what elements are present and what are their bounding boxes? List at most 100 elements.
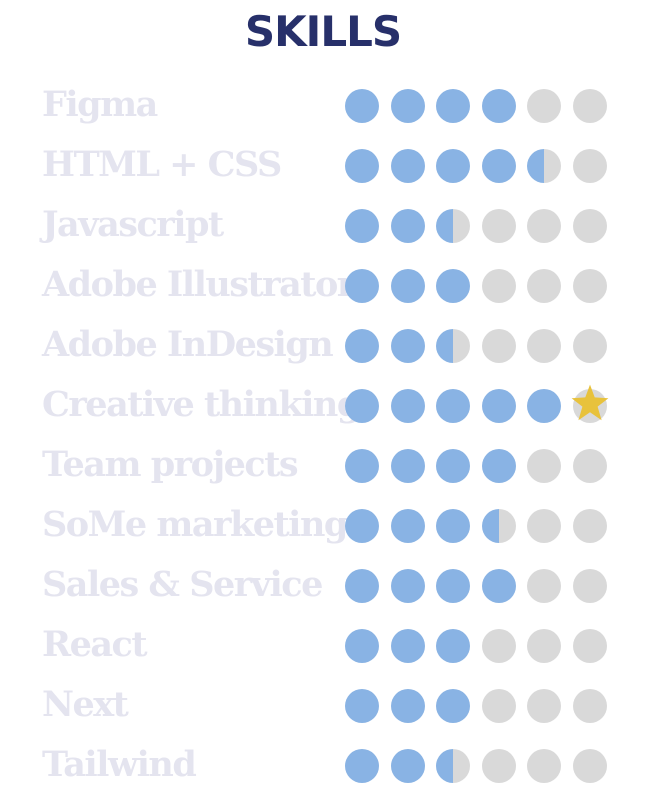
rating-dot-empty bbox=[573, 329, 607, 363]
skill-label: SoMe marketing bbox=[42, 504, 348, 545]
rating-dot-filled bbox=[391, 269, 425, 303]
skill-label: Sales & Service bbox=[42, 564, 323, 605]
rating-dot-empty bbox=[573, 149, 607, 183]
star-icon bbox=[571, 384, 609, 421]
skill-row: HTML + CSS bbox=[0, 135, 646, 195]
rating-dot-filled bbox=[482, 89, 516, 123]
skill-rating bbox=[345, 209, 607, 243]
skill-rating bbox=[345, 149, 607, 183]
rating-dot-empty bbox=[527, 689, 561, 723]
rating-dot-filled bbox=[391, 629, 425, 663]
skill-rating bbox=[345, 449, 607, 483]
rating-dot-filled bbox=[391, 749, 425, 783]
rating-dot-half bbox=[436, 329, 470, 363]
rating-dot-half bbox=[527, 149, 561, 183]
rating-dot-filled bbox=[391, 329, 425, 363]
rating-dot-filled bbox=[345, 629, 379, 663]
skill-rating bbox=[345, 689, 607, 723]
rating-dot-filled bbox=[391, 449, 425, 483]
rating-dot-empty bbox=[573, 209, 607, 243]
rating-dot-filled bbox=[482, 149, 516, 183]
rating-dot-filled bbox=[436, 569, 470, 603]
rating-dot-empty bbox=[573, 269, 607, 303]
rating-dot-filled bbox=[345, 689, 379, 723]
rating-dot-filled bbox=[345, 209, 379, 243]
skill-row: Sales & Service bbox=[0, 555, 646, 615]
skill-rating bbox=[345, 329, 607, 363]
rating-dot-half bbox=[482, 509, 516, 543]
rating-dot-filled bbox=[436, 689, 470, 723]
rating-dot-half bbox=[436, 749, 470, 783]
rating-dot-filled bbox=[391, 149, 425, 183]
page-title: SKILLS bbox=[244, 7, 402, 56]
rating-dot-filled bbox=[345, 269, 379, 303]
rating-dot-empty bbox=[527, 749, 561, 783]
skill-row: Next bbox=[0, 675, 646, 735]
rating-dot-filled bbox=[345, 389, 379, 423]
rating-dot-empty bbox=[482, 209, 516, 243]
rating-dot-filled bbox=[436, 509, 470, 543]
rating-dot-half bbox=[436, 209, 470, 243]
rating-dot-filled bbox=[345, 449, 379, 483]
rating-dot-filled bbox=[345, 89, 379, 123]
rating-dot-empty bbox=[573, 569, 607, 603]
rating-dot-filled bbox=[345, 509, 379, 543]
skills-list: Figma HTML + CSS Javascript Adobe Illust… bbox=[0, 75, 646, 795]
rating-dot-empty bbox=[527, 629, 561, 663]
rating-dot-filled bbox=[391, 89, 425, 123]
skill-label: Adobe Illustrator bbox=[42, 264, 355, 305]
skill-row: SoMe marketing bbox=[0, 495, 646, 555]
skill-rating bbox=[345, 384, 609, 423]
rating-dot-filled bbox=[436, 269, 470, 303]
skill-row: Adobe InDesign bbox=[0, 315, 646, 375]
skill-rating bbox=[345, 89, 607, 123]
rating-dot-empty bbox=[482, 629, 516, 663]
skill-row: Javascript bbox=[0, 195, 646, 255]
rating-dot-filled bbox=[345, 569, 379, 603]
rating-dot-empty bbox=[573, 509, 607, 543]
rating-dot-empty bbox=[527, 449, 561, 483]
rating-dot-filled bbox=[391, 689, 425, 723]
rating-dot-empty bbox=[527, 569, 561, 603]
skill-rating bbox=[345, 509, 607, 543]
rating-dot-filled bbox=[436, 89, 470, 123]
skill-row: Creative thinking bbox=[0, 375, 646, 435]
rating-dot-empty bbox=[527, 329, 561, 363]
rating-dot-filled bbox=[436, 449, 470, 483]
rating-dot-empty bbox=[573, 689, 607, 723]
rating-dot-empty bbox=[482, 269, 516, 303]
rating-dot-empty bbox=[482, 329, 516, 363]
rating-dot-empty bbox=[482, 749, 516, 783]
skill-label: Tailwind bbox=[42, 744, 197, 785]
rating-dot-empty bbox=[573, 629, 607, 663]
skill-rating bbox=[345, 569, 607, 603]
skill-row: React bbox=[0, 615, 646, 675]
skill-row: Team projects bbox=[0, 435, 646, 495]
skill-label: Team projects bbox=[42, 444, 299, 485]
rating-dot-empty bbox=[573, 449, 607, 483]
skill-label: React bbox=[42, 624, 148, 665]
skill-label: Creative thinking bbox=[42, 384, 361, 425]
rating-dot-filled bbox=[391, 509, 425, 543]
rating-dot-empty bbox=[573, 89, 607, 123]
rating-dot-empty bbox=[527, 509, 561, 543]
rating-dot-empty bbox=[571, 384, 609, 423]
rating-dot-filled bbox=[391, 209, 425, 243]
rating-dot-filled bbox=[345, 749, 379, 783]
rating-dot-filled bbox=[436, 149, 470, 183]
rating-dot-filled bbox=[482, 389, 516, 423]
rating-dot-filled bbox=[436, 629, 470, 663]
rating-dot-filled bbox=[482, 449, 516, 483]
rating-dot-filled bbox=[527, 389, 561, 423]
skill-label: HTML + CSS bbox=[42, 144, 282, 185]
rating-dot-filled bbox=[436, 389, 470, 423]
rating-dot-empty bbox=[482, 689, 516, 723]
rating-dot-filled bbox=[391, 569, 425, 603]
skill-label: Adobe InDesign bbox=[42, 324, 334, 365]
rating-dot-filled bbox=[345, 329, 379, 363]
rating-dot-filled bbox=[391, 389, 425, 423]
skill-label: Javascript bbox=[42, 204, 224, 245]
skill-row: Tailwind bbox=[0, 735, 646, 795]
skill-rating bbox=[345, 749, 607, 783]
skill-label: Figma bbox=[42, 84, 158, 125]
